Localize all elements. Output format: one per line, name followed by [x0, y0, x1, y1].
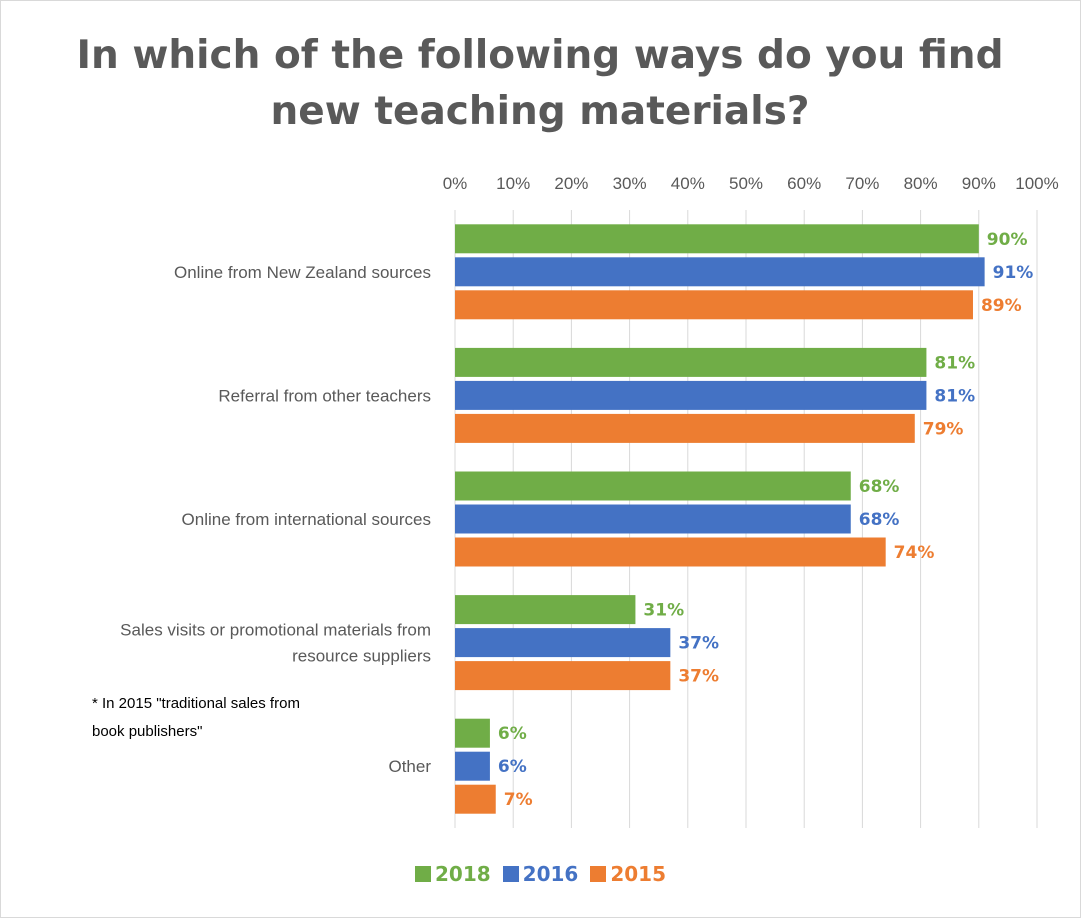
category-label: Online from international sources	[182, 510, 431, 529]
x-tick-label: 40%	[671, 174, 705, 193]
chart-title: In which of the following ways do you fi…	[60, 28, 1020, 140]
bar-2018	[455, 595, 636, 625]
bar-2015	[455, 537, 886, 567]
bar-2016	[455, 257, 985, 287]
legend-item-2015: 2015	[590, 862, 666, 886]
x-tick-label: 30%	[613, 174, 647, 193]
x-tick-label: 90%	[962, 174, 996, 193]
chart-legend: 2018 2016 2015	[0, 862, 1081, 887]
legend-item-2018: 2018	[414, 862, 491, 886]
x-tick-label: 50%	[729, 174, 763, 193]
chart-title-line-1: In which of the following ways do you fi…	[76, 33, 1004, 78]
x-tick-label: 20%	[554, 174, 588, 193]
category-label: Online from New Zealand sources	[174, 263, 431, 282]
data-label: 68%	[859, 477, 900, 497]
bar-2015	[455, 413, 915, 443]
bar-2015	[455, 290, 973, 320]
legend-label: 2015	[610, 862, 666, 886]
bar-2015	[455, 661, 671, 691]
data-label: 79%	[923, 419, 964, 439]
footnote: * In 2015 "traditional sales from book p…	[92, 690, 392, 746]
legend-item-2016: 2016	[502, 862, 579, 886]
legend-swatch	[590, 866, 607, 882]
data-label: 81%	[934, 353, 975, 373]
data-label: 89%	[981, 296, 1022, 316]
data-label: 31%	[643, 601, 684, 621]
bar-2018	[455, 471, 851, 501]
category-label: Other	[388, 757, 431, 776]
x-tick-label: 80%	[904, 174, 938, 193]
bar-2016	[455, 504, 851, 534]
x-tick-label: 100%	[1015, 174, 1058, 193]
data-label: 37%	[678, 634, 719, 654]
chart-title-line-2: new teaching materials?	[270, 89, 810, 134]
category-label: Referral from other teachers	[218, 386, 431, 405]
bar-2016	[455, 628, 671, 658]
data-label: 74%	[894, 543, 935, 563]
data-label: 68%	[859, 510, 900, 530]
data-label: 7%	[504, 790, 533, 810]
category-label: Sales visits or promotional materials fr…	[120, 621, 431, 640]
bar-2018	[455, 347, 927, 377]
legend-swatch	[414, 866, 431, 882]
footnote-line-2: book publishers"	[92, 723, 203, 740]
legend-swatch	[502, 866, 519, 882]
bar-2016	[455, 751, 490, 781]
data-label: 91%	[993, 263, 1034, 283]
bar-2015	[455, 784, 496, 814]
footnote-line-1: * In 2015 "traditional sales from	[92, 695, 300, 712]
data-label: 6%	[498, 757, 527, 777]
x-tick-label: 60%	[787, 174, 821, 193]
data-label: 6%	[498, 724, 527, 744]
x-tick-label: 70%	[845, 174, 879, 193]
data-label: 37%	[678, 667, 719, 687]
data-label: 81%	[934, 386, 975, 406]
bar-2018	[455, 224, 979, 254]
x-tick-label: 0%	[443, 174, 468, 193]
x-tick-label: 10%	[496, 174, 530, 193]
bar-2018	[455, 718, 490, 748]
bar-2016	[455, 380, 927, 410]
category-label: resource suppliers	[292, 647, 431, 666]
legend-label: 2018	[434, 862, 491, 886]
data-label: 90%	[987, 230, 1028, 250]
legend-label: 2016	[522, 862, 579, 886]
